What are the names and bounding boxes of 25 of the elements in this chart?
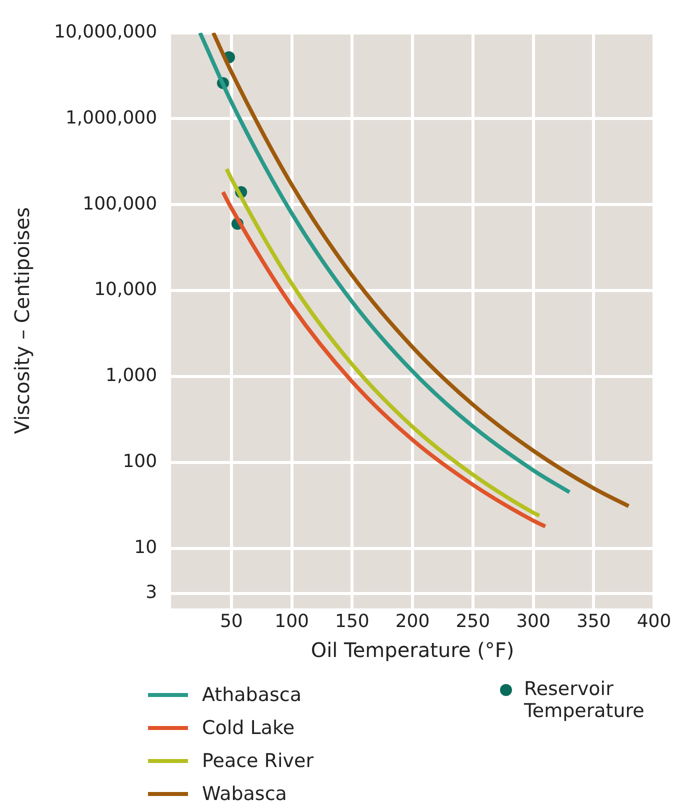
y-tick-label: 3 xyxy=(146,582,158,603)
x-tick-label: 150 xyxy=(334,610,370,632)
legend-label: Reservoir Temperature xyxy=(524,678,646,722)
legend-label: Wabasca xyxy=(202,782,287,804)
y-tick-label: 100 xyxy=(122,451,158,472)
y-tick-label: 10 xyxy=(134,537,158,558)
y-axis-title: Viscosity – Centipoises xyxy=(10,207,34,434)
x-tick-label: 300 xyxy=(516,610,550,632)
legend-label: Athabasca xyxy=(202,684,302,706)
x-axis-title: Oil Temperature (°F) xyxy=(310,638,514,662)
y-tick-label: 1,000,000 xyxy=(65,107,158,128)
x-tick-label: 50 xyxy=(220,610,243,632)
y-tick-label: 1,000 xyxy=(106,365,158,386)
x-tick-label: 100 xyxy=(274,610,309,632)
line-series xyxy=(198,32,572,494)
y-tick-label: 10,000,000 xyxy=(54,21,158,42)
y-tick-label: 100,000 xyxy=(82,193,158,214)
x-tick-label: 350 xyxy=(576,610,611,632)
line-series xyxy=(211,32,631,508)
x-tick-label: 400 xyxy=(636,610,672,632)
x-tick-label: 200 xyxy=(395,610,430,632)
legend-label: Cold Lake xyxy=(202,716,295,738)
x-tick-label: 250 xyxy=(456,610,490,632)
legend-label: Peace River xyxy=(202,750,314,772)
y-tick-label: 10,000 xyxy=(94,279,158,300)
